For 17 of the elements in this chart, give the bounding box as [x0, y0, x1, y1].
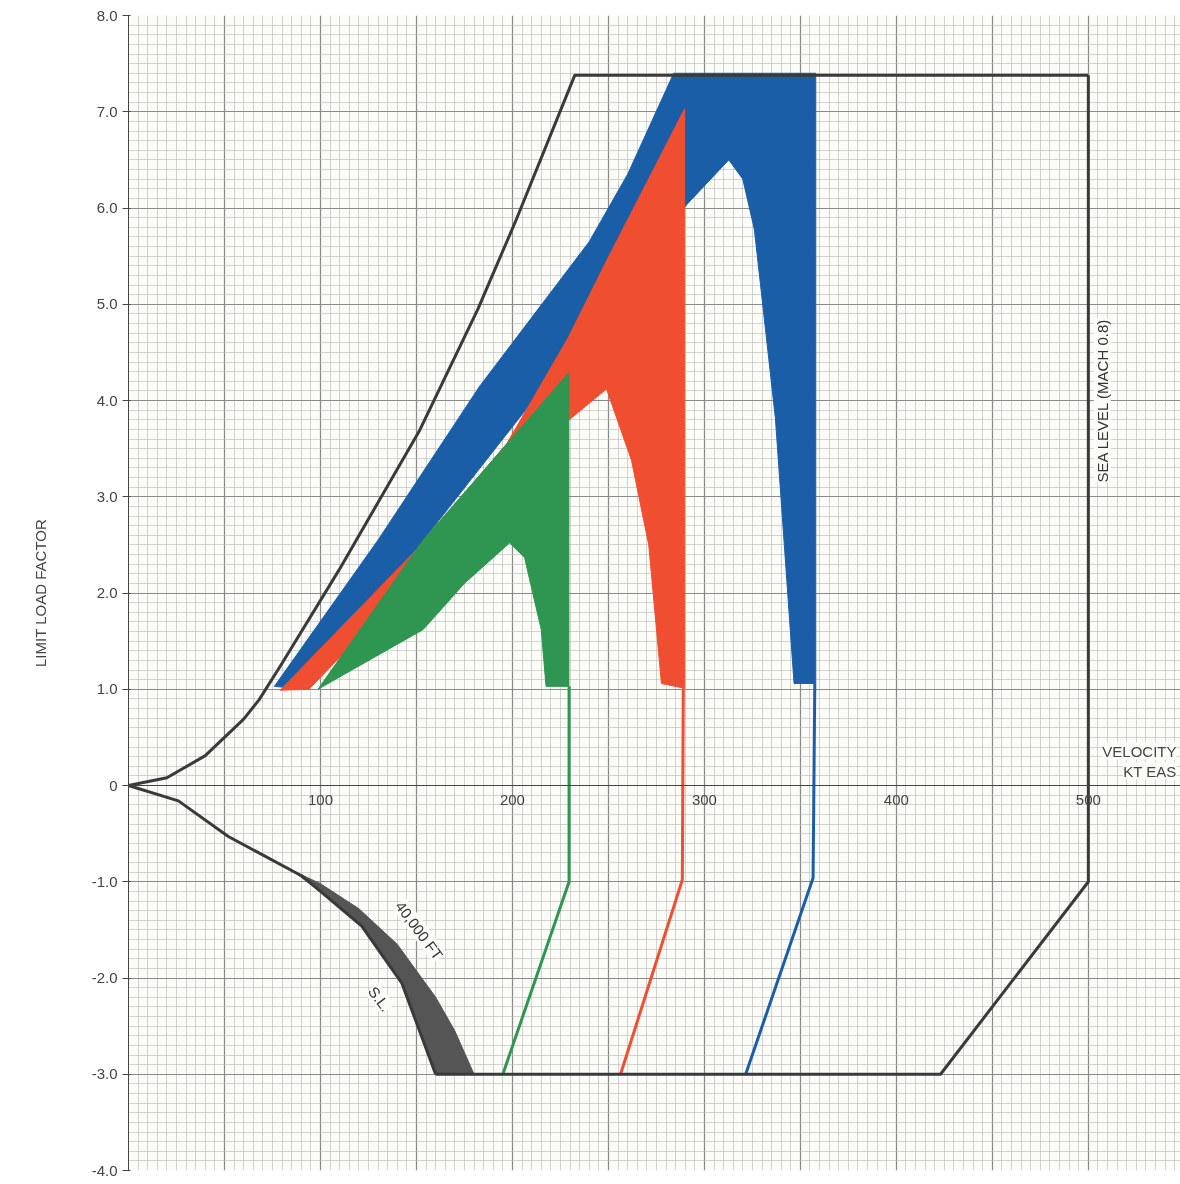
y-tick-label: 7.0 — [96, 102, 118, 120]
y-tick-label: -3.0 — [91, 1065, 118, 1083]
y-tick-label: -1.0 — [91, 872, 118, 890]
y-tick-label: 3.0 — [96, 487, 118, 505]
y-tick-label: 0 — [109, 776, 118, 794]
y-tick-label: -4.0 — [91, 1161, 118, 1179]
y-tick-label: 1.0 — [96, 680, 118, 698]
annotation: SEA LEVEL (MACH 0.8) — [1093, 319, 1111, 483]
y-tick-label: 2.0 — [96, 584, 118, 601]
y-tick-label: -2.0 — [91, 969, 118, 986]
y-tick-label: 6.0 — [96, 199, 118, 216]
x-axis-title: VELOCITY KT EAS — [1102, 742, 1177, 780]
y-tick-label: 8.0 — [96, 6, 118, 24]
y-tick-label: 5.0 — [96, 295, 118, 313]
y-tick-label: 4.0 — [96, 391, 118, 409]
annotation: S.L. — [364, 983, 395, 1015]
y-axis-title: LIMIT LOAD FACTOR — [31, 519, 49, 668]
